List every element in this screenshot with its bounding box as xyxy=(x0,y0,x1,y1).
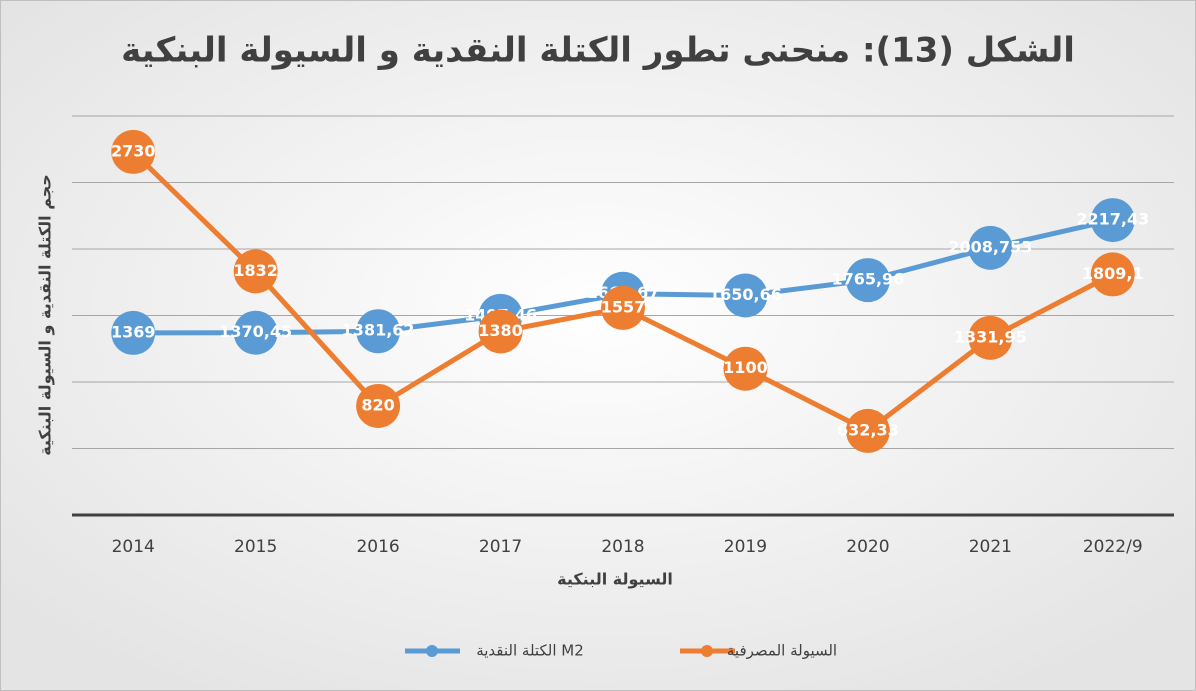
data-label: 1369 xyxy=(111,322,156,341)
legend-label: السيولة المصرفية xyxy=(727,642,837,660)
point xyxy=(601,285,645,330)
point xyxy=(968,225,1013,270)
data-label: 820 xyxy=(361,395,394,414)
data-label: 2730 xyxy=(111,141,156,160)
data-label: 1650,66 xyxy=(709,285,782,304)
x-tick-label: 2014 xyxy=(112,537,155,557)
x-tick-label: 2022/9 xyxy=(1083,537,1143,557)
legend-marker xyxy=(426,645,438,657)
point xyxy=(845,408,890,453)
data-label: 1370,45 xyxy=(219,322,292,341)
point xyxy=(111,310,156,355)
chart-title: الشكل (13): منحنى تطور الكتلة النقدية و … xyxy=(121,31,1075,71)
data-label: 632,33 xyxy=(837,420,899,439)
x-tick-label: 2018 xyxy=(601,537,644,557)
data-label: 1557 xyxy=(601,297,646,316)
point xyxy=(233,249,278,294)
x-tick-label: 2015 xyxy=(234,537,277,557)
data-label: 1100 xyxy=(723,358,768,377)
point xyxy=(968,315,1013,360)
point xyxy=(111,129,156,174)
data-label: 2008,753 xyxy=(948,237,1032,256)
x-tick-label: 2016 xyxy=(356,537,399,557)
point xyxy=(1090,252,1135,297)
data-label: 1765,96 xyxy=(831,270,904,289)
point xyxy=(478,309,523,354)
point xyxy=(233,310,278,355)
data-label: 1331,95 xyxy=(954,327,1027,346)
point xyxy=(723,346,768,391)
x-tick-label: 2019 xyxy=(724,537,767,557)
y-axis-label: حجم الكتلة النقدية و السيولة البنكية xyxy=(36,174,55,456)
point xyxy=(1090,198,1135,243)
x-tick-label: 2017 xyxy=(479,537,522,557)
data-label: 1381,62 xyxy=(342,321,415,340)
x-axis-label: السيولة البنكية xyxy=(557,570,673,589)
point xyxy=(723,273,768,318)
data-label: 1832 xyxy=(233,261,278,280)
data-label: 1809,1 xyxy=(1082,264,1144,283)
legend-marker xyxy=(701,645,713,657)
x-tick-label: 2020 xyxy=(846,537,889,557)
legend-label: الكتلة النقدية M2 xyxy=(476,642,584,660)
point xyxy=(356,383,401,428)
x-tick-label: 2021 xyxy=(969,537,1012,557)
data-label: 2217,43 xyxy=(1076,210,1149,229)
point xyxy=(356,309,401,354)
point xyxy=(845,258,890,303)
data-label: 1380 xyxy=(478,321,523,340)
